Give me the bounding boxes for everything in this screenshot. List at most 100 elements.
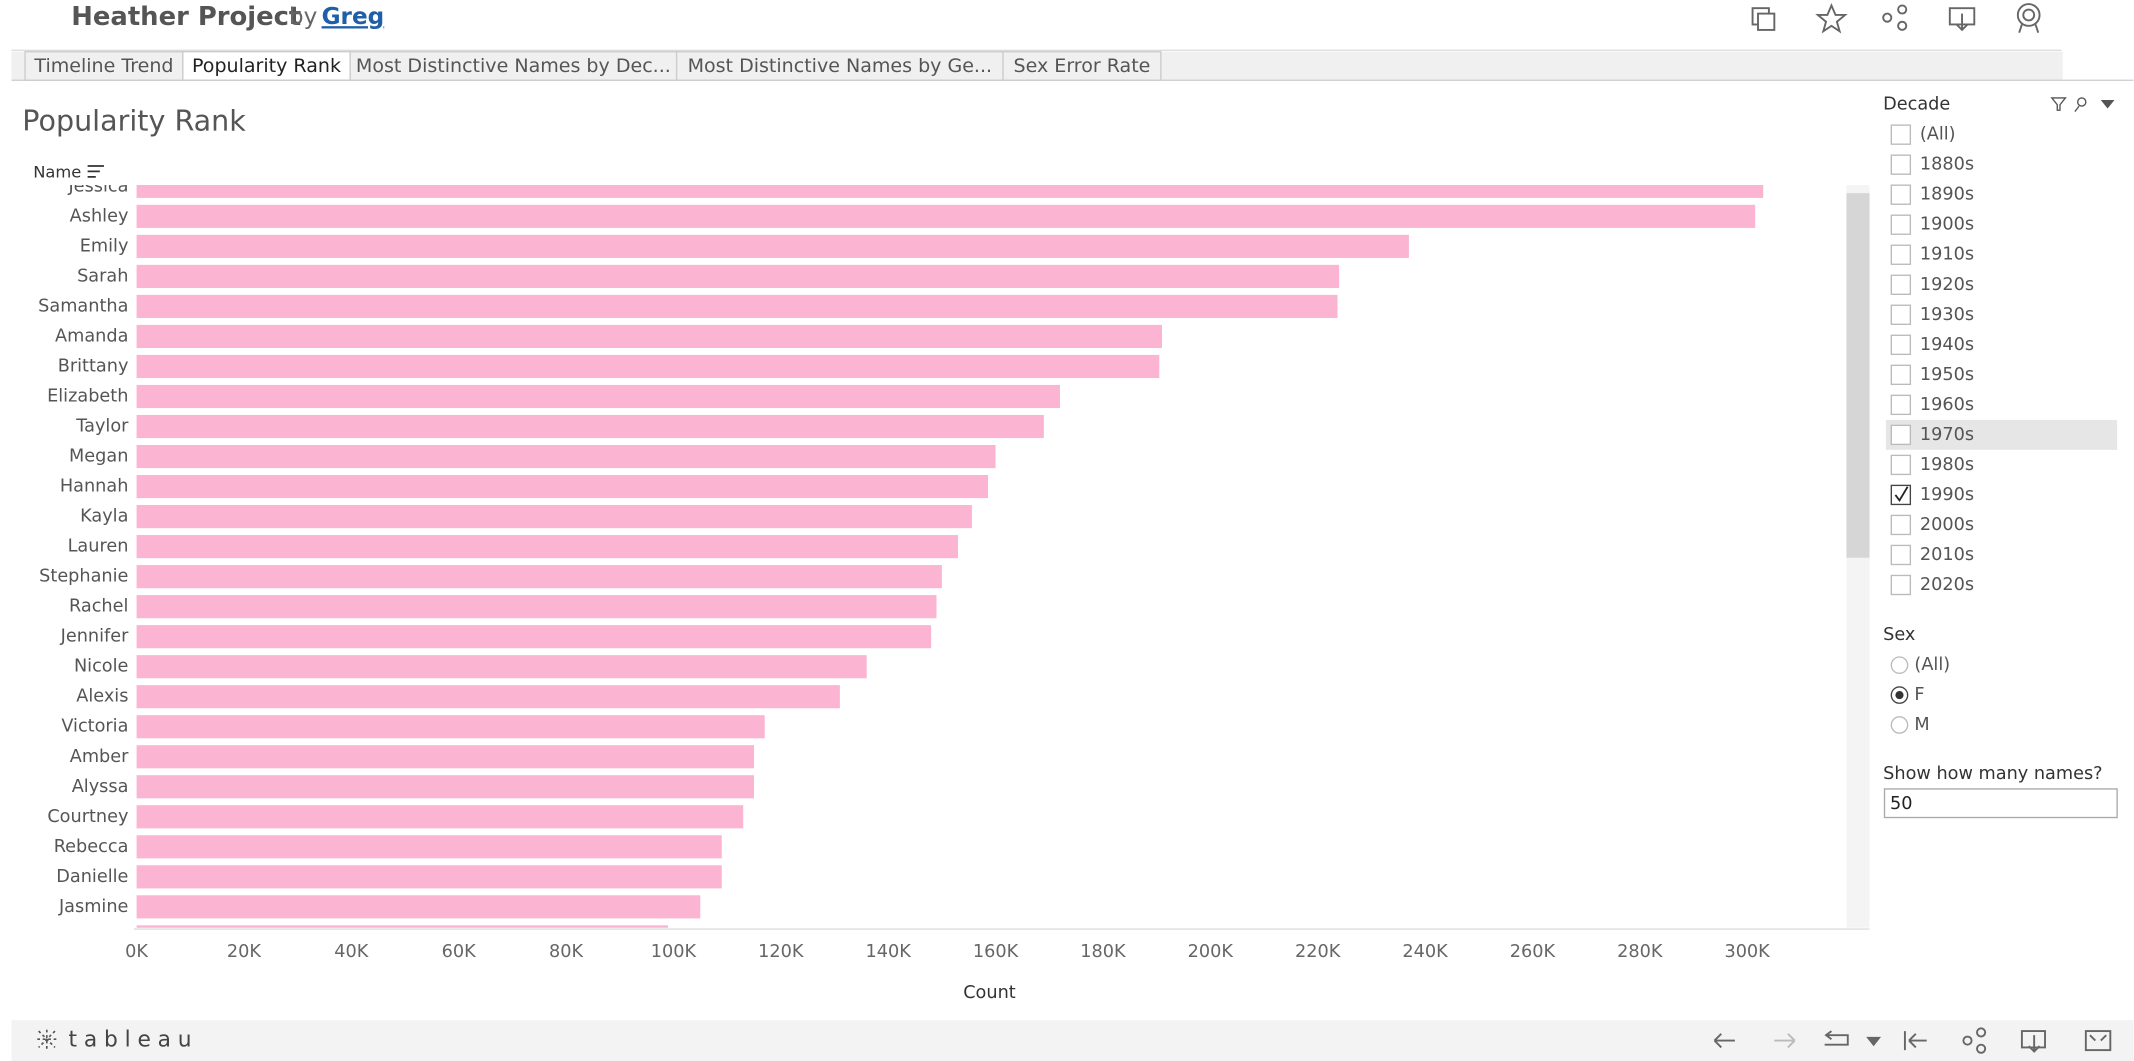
share-icon[interactable] bbox=[1882, 4, 1908, 31]
x-tick-label: 200K bbox=[1188, 942, 1234, 962]
checkbox-label[interactable]: 1960s bbox=[1920, 395, 1974, 415]
bar bbox=[136, 805, 744, 829]
checkbox-label[interactable]: 1990s bbox=[1920, 485, 1974, 505]
radio-dot bbox=[1895, 691, 1904, 700]
x-tick-label: 80K bbox=[549, 942, 583, 962]
fullscreen-button[interactable] bbox=[2084, 1030, 2112, 1052]
bar bbox=[136, 625, 932, 649]
checkbox-label[interactable]: 1940s bbox=[1920, 335, 1974, 355]
category-label: Hannah bbox=[60, 477, 129, 497]
bar bbox=[136, 354, 1160, 379]
download-button[interactable] bbox=[2020, 1030, 2046, 1053]
checkbox[interactable] bbox=[1890, 454, 1912, 476]
author-link[interactable]: Greg bbox=[322, 4, 385, 30]
checkbox-label[interactable]: 2020s bbox=[1920, 575, 1974, 595]
tab-label[interactable]: Sex Error Rate bbox=[1014, 55, 1151, 77]
footer-controls bbox=[1713, 1027, 2112, 1054]
checkbox[interactable] bbox=[1890, 154, 1912, 175]
x-tick-label: 240K bbox=[1402, 942, 1448, 962]
x-tick-label: 0K bbox=[125, 942, 148, 962]
category-label: Samantha bbox=[38, 296, 128, 316]
bar bbox=[136, 384, 1060, 409]
tab[interactable] bbox=[24, 51, 184, 81]
category-label: Jennifer bbox=[60, 627, 129, 647]
checkbox-label[interactable]: 1950s bbox=[1920, 365, 1974, 385]
checkbox-label[interactable]: 1980s bbox=[1920, 455, 1974, 475]
checkbox[interactable] bbox=[1890, 274, 1912, 295]
favorite-icon[interactable] bbox=[1815, 3, 1848, 34]
count-input-value[interactable]: 50 bbox=[1890, 794, 1913, 814]
checkbox-label[interactable]: 1890s bbox=[1920, 185, 1974, 205]
category-label: Brittany bbox=[58, 356, 129, 376]
radio-label[interactable]: F bbox=[1914, 685, 1924, 705]
x-tick-label: 100K bbox=[651, 942, 697, 962]
checkbox[interactable] bbox=[1890, 364, 1912, 386]
tab-label[interactable]: Popularity Rank bbox=[192, 55, 341, 77]
checkbox[interactable] bbox=[1890, 304, 1912, 325]
checkbox-label[interactable]: 1900s bbox=[1920, 215, 1974, 235]
checkbox[interactable] bbox=[1890, 244, 1912, 265]
radio[interactable] bbox=[1890, 716, 1909, 734]
checkbox[interactable] bbox=[1890, 394, 1912, 416]
x-tick-label: 40K bbox=[334, 942, 368, 962]
checkbox[interactable] bbox=[1890, 334, 1912, 356]
count-input-box[interactable] bbox=[1883, 788, 2118, 819]
replay-button[interactable] bbox=[1824, 1030, 1849, 1046]
x-tick-label: 140K bbox=[866, 942, 912, 962]
category-label: Amanda bbox=[55, 326, 128, 346]
checkbox-label[interactable]: 1970s bbox=[1920, 425, 1974, 445]
tab-label[interactable]: Most Distinctive Names by Ge... bbox=[688, 55, 993, 77]
radio-label[interactable]: (All) bbox=[1914, 655, 1950, 675]
x-tick-label: 220K bbox=[1295, 942, 1341, 962]
x-tick-label: 160K bbox=[973, 942, 1019, 962]
bar bbox=[136, 204, 1756, 228]
checkbox-label[interactable]: 2010s bbox=[1920, 545, 1974, 565]
radio-label[interactable]: M bbox=[1914, 715, 1929, 735]
bar bbox=[136, 505, 972, 529]
bar bbox=[136, 745, 754, 769]
bar bbox=[136, 595, 937, 619]
badge-icon[interactable] bbox=[2016, 3, 2041, 33]
option-hover bbox=[1885, 419, 2118, 450]
category-label: Emily bbox=[80, 236, 129, 256]
checkbox-label[interactable]: 1910s bbox=[1920, 245, 1974, 265]
undo-button[interactable] bbox=[1713, 1033, 1735, 1049]
category-label: Stephanie bbox=[39, 567, 128, 587]
replay-menu[interactable] bbox=[1866, 1036, 1882, 1047]
checkbox-label[interactable]: 1920s bbox=[1920, 275, 1974, 295]
tab[interactable] bbox=[1002, 51, 1162, 81]
radio[interactable] bbox=[1890, 656, 1909, 675]
download-icon[interactable] bbox=[1948, 7, 1976, 32]
checkbox-label[interactable]: 2000s bbox=[1920, 515, 1974, 535]
toolbar-icons bbox=[1751, 3, 2041, 34]
checkbox[interactable] bbox=[1890, 574, 1912, 596]
bar bbox=[136, 264, 1340, 288]
tableau-logo-icon bbox=[37, 1029, 57, 1049]
share-button[interactable] bbox=[1962, 1027, 1987, 1054]
redo-button[interactable] bbox=[1774, 1033, 1796, 1049]
checkbox[interactable] bbox=[1890, 514, 1912, 536]
bar bbox=[136, 925, 669, 928]
sort-icon[interactable] bbox=[87, 165, 104, 178]
tab-label[interactable]: Most Distinctive Names by Dec... bbox=[356, 55, 671, 77]
scrollbar-thumb[interactable] bbox=[1846, 193, 1870, 558]
checkbox[interactable] bbox=[1890, 124, 1912, 145]
checkbox[interactable] bbox=[1890, 424, 1912, 446]
category-label: Nicole bbox=[74, 657, 128, 677]
tab-label[interactable]: Timeline Trend bbox=[33, 55, 173, 77]
category-label: Victoria bbox=[61, 717, 128, 737]
checkbox-label[interactable]: 1930s bbox=[1920, 305, 1974, 325]
checkbox-label[interactable]: (All) bbox=[1920, 125, 1956, 145]
category-label: Alexis bbox=[76, 687, 128, 707]
checkbox[interactable] bbox=[1890, 544, 1912, 566]
category-label: Elizabeth bbox=[47, 387, 128, 407]
checkbox[interactable] bbox=[1890, 184, 1912, 205]
category-label: Kayla bbox=[80, 507, 128, 527]
bar bbox=[136, 234, 1409, 258]
category-label: Rebecca bbox=[54, 837, 129, 857]
revert-button[interactable] bbox=[1903, 1031, 1927, 1051]
copy-icon[interactable] bbox=[1751, 7, 1776, 31]
checkbox[interactable] bbox=[1890, 214, 1912, 235]
checkbox-label[interactable]: 1880s bbox=[1920, 155, 1974, 175]
filter-menu-icons[interactable] bbox=[2050, 97, 2115, 112]
